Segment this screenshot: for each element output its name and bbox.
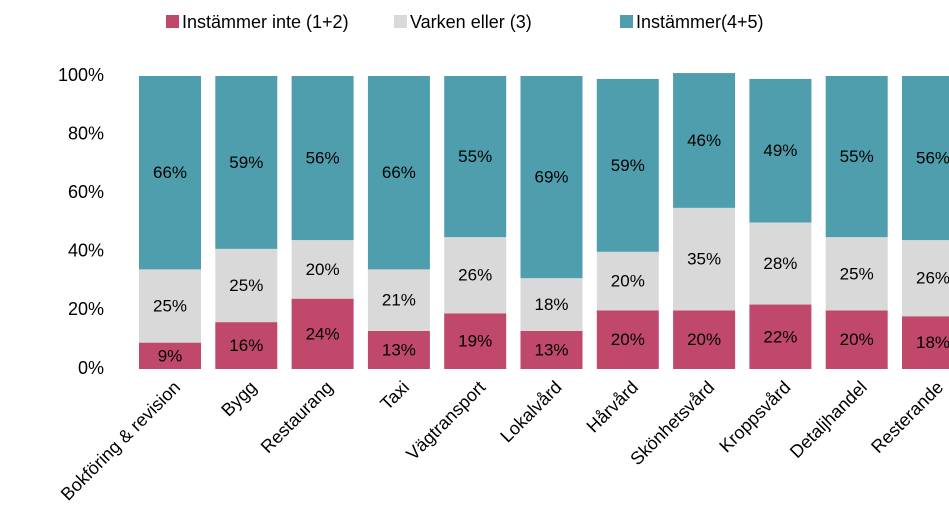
data-label: 66% — [382, 163, 416, 182]
data-label: 28% — [763, 254, 797, 273]
data-label: 59% — [229, 153, 263, 172]
legend-swatch — [620, 15, 633, 28]
data-label: 22% — [763, 327, 797, 346]
bar-segment — [367, 269, 430, 331]
y-tick-label: 20% — [68, 299, 104, 319]
bar-segment — [825, 76, 888, 238]
y-tick-label: 40% — [68, 241, 104, 261]
bar-segment — [673, 207, 736, 311]
y-tick-label: 0% — [78, 358, 104, 378]
data-label: 55% — [458, 147, 492, 166]
data-label: 20% — [840, 330, 874, 349]
bar-segment — [596, 251, 659, 311]
bar-segment — [673, 310, 736, 369]
x-tick-label: Bygg — [217, 377, 260, 420]
data-label: 55% — [840, 147, 874, 166]
data-label: 19% — [458, 332, 492, 351]
data-label: 69% — [534, 168, 568, 187]
data-label: 49% — [763, 141, 797, 160]
data-label: 24% — [306, 324, 340, 343]
bar-segment — [749, 78, 812, 223]
bar-segment — [520, 330, 583, 369]
data-label: 21% — [382, 291, 416, 310]
bar-segment — [902, 316, 949, 369]
y-tick-label: 80% — [68, 123, 104, 143]
x-tick-label: Lokalvård — [496, 377, 565, 446]
x-tick-label: Hårvård — [583, 377, 642, 436]
bar-segment — [902, 76, 949, 241]
x-tick-label: Detaljhandel — [786, 377, 871, 462]
data-label: 25% — [153, 296, 187, 315]
x-tick-label: Vägtransport — [402, 377, 489, 464]
x-tick-label: Kroppsvård — [715, 377, 794, 456]
data-label: 25% — [229, 276, 263, 295]
data-label: 59% — [611, 156, 645, 175]
bar-segment — [291, 298, 354, 369]
data-label: 35% — [687, 250, 721, 269]
data-label: 56% — [916, 149, 949, 168]
bar-segment — [596, 78, 659, 252]
bar-segment — [749, 304, 812, 369]
y-tick-label: 60% — [68, 182, 104, 202]
data-label: 13% — [382, 340, 416, 359]
bar-segment — [444, 76, 507, 238]
legend-label: Instämmer(4+5) — [636, 12, 764, 32]
data-label: 16% — [229, 336, 263, 355]
bar-segment — [291, 76, 354, 241]
data-label: 25% — [840, 264, 874, 283]
bar-segment — [825, 310, 888, 369]
x-tick-label: Restaurang — [257, 377, 337, 457]
data-label: 26% — [458, 266, 492, 285]
bar-segment — [749, 222, 812, 305]
bar-segment — [291, 240, 354, 299]
bar-segment — [215, 76, 278, 249]
data-label: 26% — [916, 269, 949, 288]
bar-segment — [444, 313, 507, 369]
data-label: 56% — [306, 149, 340, 168]
y-tick-label: 100% — [58, 65, 104, 85]
x-tick-label: Resterande — [867, 377, 947, 457]
data-label: 18% — [916, 333, 949, 352]
data-label: 46% — [687, 131, 721, 150]
legend-swatch — [394, 15, 407, 28]
bar-segment — [215, 322, 278, 369]
bar-segment — [139, 269, 201, 343]
legend-label: Varken eller (3) — [410, 12, 532, 32]
data-label: 9% — [158, 346, 183, 365]
x-tick-label: Bokföring & revision — [57, 377, 184, 504]
bar-segment — [367, 76, 430, 270]
data-label: 20% — [687, 330, 721, 349]
data-label: 18% — [534, 295, 568, 314]
bar-segment — [825, 237, 888, 311]
bar-segment — [596, 310, 659, 369]
bar-segment — [139, 76, 201, 270]
bar-segment — [902, 240, 949, 317]
data-label: 13% — [534, 340, 568, 359]
bar-segment — [520, 278, 583, 331]
bar-segment — [520, 76, 583, 279]
bar-segment — [367, 330, 430, 369]
data-label: 20% — [611, 272, 645, 291]
bar-segment — [673, 73, 736, 208]
legend-swatch — [166, 15, 179, 28]
data-label: 66% — [153, 163, 187, 182]
legend-label: Instämmer inte (1+2) — [182, 12, 349, 32]
bar-segment — [444, 237, 507, 314]
x-tick-label: Taxi — [376, 377, 413, 414]
bar-segment — [215, 248, 278, 323]
bar-segment — [139, 342, 201, 369]
data-label: 20% — [306, 260, 340, 279]
data-label: 20% — [611, 330, 645, 349]
